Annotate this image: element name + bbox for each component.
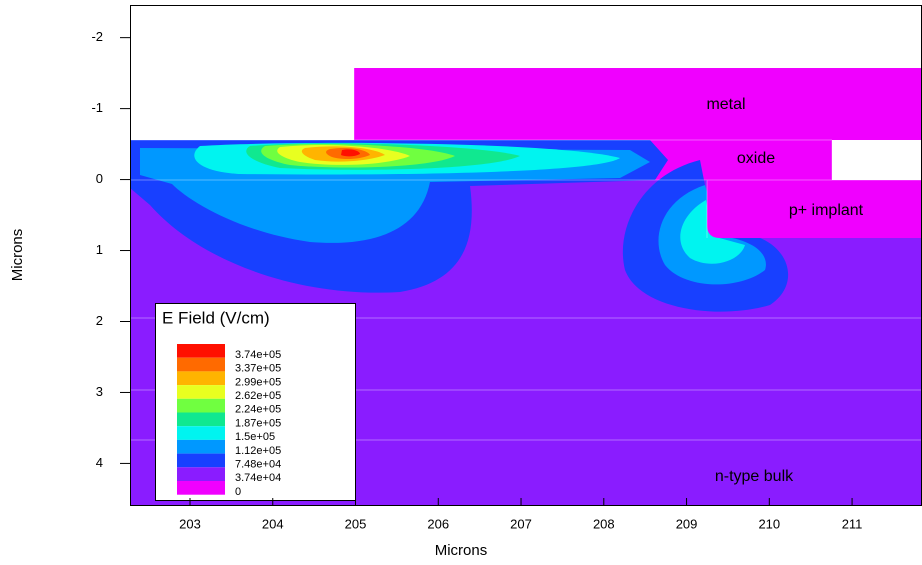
y-tick-label: 2	[96, 313, 103, 328]
mesh	[130, 68, 922, 441]
y-tick-label: 1	[96, 242, 103, 257]
legend-label: 1.87e+05	[235, 417, 281, 429]
x-tick-label: 208	[593, 516, 615, 531]
x-tick-label: 207	[510, 516, 532, 531]
legend-label: 3.74e+05	[235, 349, 281, 361]
y-tick-label: -2	[91, 29, 103, 44]
legend-swatch	[177, 385, 225, 399]
legend-swatch	[177, 439, 225, 454]
legend-swatch	[177, 344, 225, 358]
region-label: p+ implant	[789, 202, 864, 219]
x-tick-label: 204	[262, 516, 284, 531]
x-tick-label: 205	[345, 516, 367, 531]
legend-label: 3.74e+04	[235, 472, 281, 484]
legend-swatch	[177, 481, 225, 495]
legend-label: 0	[235, 486, 241, 498]
field-plot	[130, 68, 922, 506]
y-axis-label: Microns	[9, 229, 26, 282]
legend-swatch	[177, 467, 225, 481]
contour-region	[341, 149, 360, 157]
legend-swatch	[177, 412, 225, 427]
legend-swatch	[177, 398, 225, 413]
y-tick-label: 3	[96, 384, 103, 399]
y-tick-label: -1	[91, 100, 103, 115]
x-tick-label: 210	[758, 516, 780, 531]
legend-label: 1.12e+05	[235, 445, 281, 457]
region-label: metal	[706, 96, 745, 113]
legend-swatch	[177, 426, 225, 440]
y-tick-label: 4	[96, 455, 103, 470]
legend-label: 7.48e+04	[235, 459, 281, 471]
legend-label: 2.99e+05	[235, 376, 281, 388]
legend-swatch	[177, 357, 225, 372]
x-tick-label: 209	[676, 516, 698, 531]
legend-title: E Field (V/cm)	[162, 308, 270, 327]
legend-label: 2.24e+05	[235, 404, 281, 416]
contour-region	[680, 200, 745, 264]
legend-swatch	[177, 371, 225, 386]
legend-label: 1.5e+05	[235, 431, 275, 443]
x-axis-label: Microns	[435, 542, 488, 559]
x-tick-label: 203	[179, 516, 201, 531]
region-label: n-type bulk	[715, 468, 794, 485]
contour-region	[707, 180, 922, 238]
legend-swatch	[177, 453, 225, 468]
legend-label: 3.37e+05	[235, 363, 281, 375]
legend-label: 2.62e+05	[235, 390, 281, 402]
region-label: oxide	[737, 150, 775, 167]
x-tick-label: 211	[842, 516, 863, 531]
y-tick-label: 0	[96, 171, 103, 186]
legend: E Field (V/cm) 3.74e+05 3.37e+052.99e+05 2…	[155, 303, 356, 501]
x-tick-label: 206	[427, 516, 449, 531]
contour-region	[354, 68, 922, 140]
